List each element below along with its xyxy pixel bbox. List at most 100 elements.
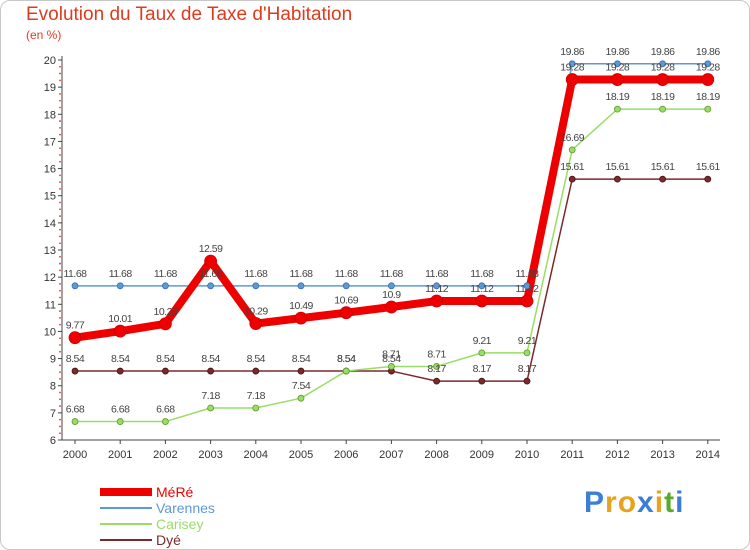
y-minor-tick	[59, 208, 61, 211]
data-label: 11.68	[244, 268, 268, 280]
logo-letter: x	[637, 486, 655, 519]
data-point	[158, 317, 172, 331]
data-label: 11.12	[516, 283, 540, 295]
data-point	[387, 363, 395, 370]
data-point	[523, 282, 531, 290]
x-tick-label: 2010	[515, 449, 539, 461]
data-point	[297, 282, 305, 290]
data-point	[478, 282, 486, 290]
data-point	[478, 349, 486, 357]
data-label: 10.49	[289, 300, 313, 312]
data-label: 10.29	[244, 306, 268, 318]
logo-letter: o	[617, 486, 638, 519]
y-tick-label: 7	[50, 408, 56, 420]
data-point	[568, 146, 576, 154]
data-label: 7.18	[247, 390, 266, 402]
data-point	[297, 367, 305, 375]
data-label: 8.71	[427, 348, 446, 360]
data-label: 11.68	[380, 268, 404, 280]
data-point	[433, 363, 441, 370]
y-minor-tick	[59, 120, 61, 122]
y-tick-label: 14	[44, 218, 56, 230]
y-minor-tick	[59, 99, 61, 102]
data-point	[475, 294, 489, 308]
data-label: 19.28	[651, 62, 675, 74]
data-label: 7.54	[292, 380, 311, 392]
y-minor-tick	[59, 126, 61, 129]
data-point	[387, 282, 395, 290]
data-point	[207, 282, 215, 290]
data-label: 11.68	[516, 268, 540, 280]
data-point	[252, 367, 260, 375]
data-point	[701, 73, 715, 86]
data-label: 18.19	[606, 91, 630, 103]
legend-label: Dyé	[156, 532, 181, 548]
proxiti-logo: Proxiti	[584, 486, 684, 520]
y-minor-tick	[59, 188, 61, 190]
logo-letter: i	[675, 486, 685, 519]
data-label: 11.68	[425, 268, 449, 280]
data-point	[478, 377, 486, 385]
data-label: 19.86	[560, 46, 584, 58]
data-label: 11.68	[109, 268, 133, 280]
y-minor-tick	[59, 154, 61, 156]
y-minor-tick	[59, 147, 61, 150]
data-point	[252, 404, 260, 412]
x-tick-label: 2011	[560, 449, 584, 461]
data-label: 19.86	[696, 46, 720, 58]
y-tick-label: 11	[45, 299, 56, 311]
y-minor-tick	[59, 181, 61, 184]
y-minor-tick	[59, 310, 61, 312]
data-label: 8.54	[382, 353, 401, 365]
y-minor-tick	[59, 337, 61, 340]
x-tick-label: 2001	[108, 449, 132, 461]
data-point	[568, 175, 576, 183]
data-point	[433, 282, 441, 290]
y-tick-label: 17	[44, 136, 56, 148]
y-minor-tick	[59, 364, 61, 367]
data-label: 16.69	[560, 132, 584, 144]
data-label: 10.69	[334, 295, 358, 307]
data-label: 8.54	[66, 353, 85, 365]
x-tick-label: 2012	[605, 449, 629, 461]
y-minor-tick	[59, 425, 61, 428]
y-minor-tick	[59, 432, 61, 435]
y-minor-tick	[59, 160, 61, 163]
y-minor-tick	[59, 418, 61, 421]
data-point	[523, 377, 531, 385]
data-point	[207, 367, 215, 375]
y-axis-unit: (en %)	[26, 28, 62, 42]
x-tick-label: 2007	[379, 449, 403, 461]
data-label: 8.17	[518, 363, 537, 375]
data-point	[704, 60, 712, 68]
data-label: 8.54	[156, 353, 175, 365]
series-points	[68, 60, 715, 425]
legend-swatch	[100, 539, 152, 541]
data-label: 8.54	[292, 353, 311, 365]
y-minor-tick	[59, 235, 61, 238]
data-point	[113, 324, 127, 338]
y-tick-label: 20	[44, 55, 56, 67]
y-minor-tick	[59, 378, 61, 380]
y-tick-label: 12	[44, 272, 56, 284]
legend-swatch	[100, 507, 152, 509]
x-tick-label: 2014	[696, 449, 720, 461]
logo-letter: t	[664, 486, 676, 519]
line-chart: 6 7 8 9 10 11 12 13 14 15 16 17 18 19 20 2000 2001 2002 20…	[44, 46, 721, 461]
data-label: 6.68	[156, 404, 175, 416]
y-minor-tick	[59, 174, 61, 177]
data-label: 11.12	[425, 283, 449, 295]
y-minor-tick	[59, 242, 61, 245]
data-point	[704, 105, 712, 113]
data-point	[614, 105, 621, 113]
x-tick-label: 2005	[289, 449, 313, 461]
data-point	[297, 394, 305, 402]
logo-letter: i	[654, 486, 665, 519]
y-tick-label: 15	[44, 191, 56, 203]
series-line-2	[75, 108, 708, 423]
y-minor-tick	[59, 296, 61, 299]
data-point	[568, 60, 576, 68]
y-minor-tick	[59, 371, 61, 374]
data-point	[520, 294, 534, 308]
